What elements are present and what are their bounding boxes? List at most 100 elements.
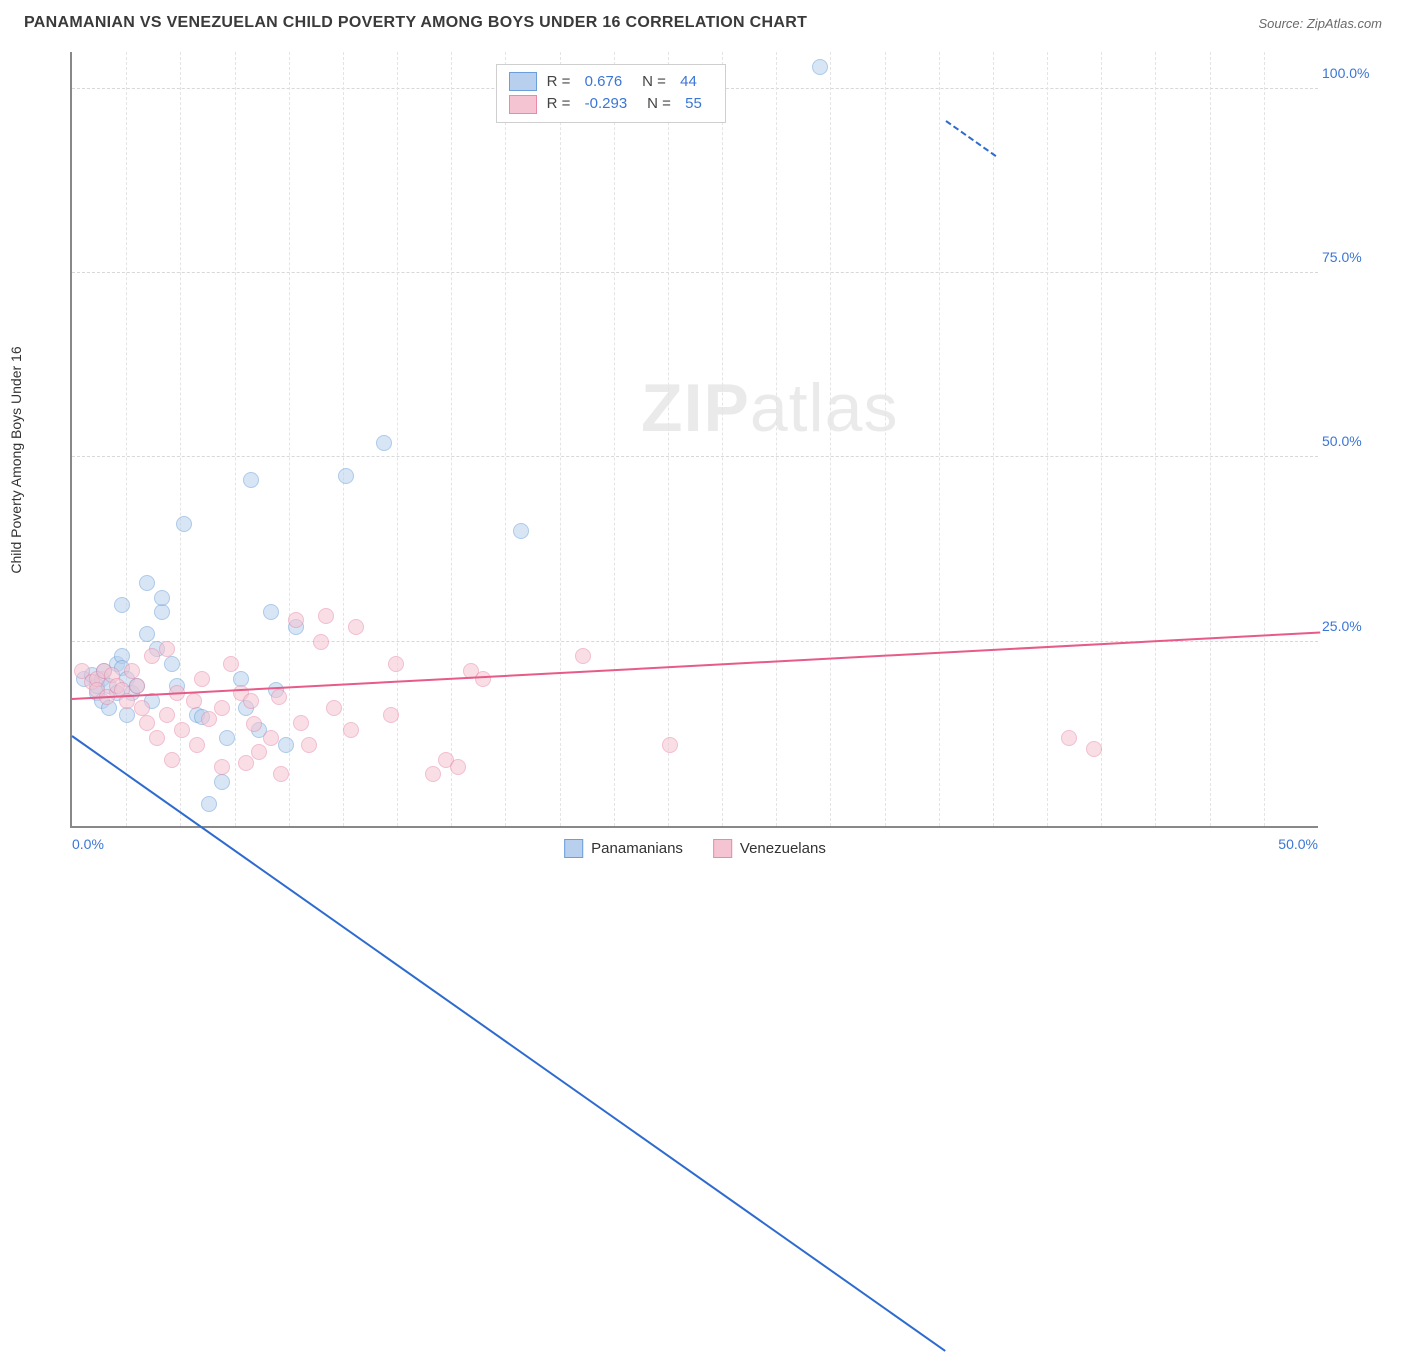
- scatter-point: [301, 737, 317, 753]
- scatter-point: [513, 523, 529, 539]
- gridline-v: [830, 52, 831, 826]
- y-tick-label: 25.0%: [1322, 618, 1374, 634]
- r-label: R =: [547, 71, 575, 94]
- watermark-rest: atlas: [750, 370, 899, 446]
- scatter-point: [186, 693, 202, 709]
- scatter-point: [263, 730, 279, 746]
- n-value: 44: [680, 71, 708, 94]
- gridline-h: [72, 456, 1318, 457]
- n-label: N =: [647, 93, 675, 116]
- scatter-point: [271, 689, 287, 705]
- gridline-v: [1101, 52, 1102, 826]
- scatter-point: [154, 604, 170, 620]
- gridline-v: [1155, 52, 1156, 826]
- scatter-point: [214, 759, 230, 775]
- gridline-v: [560, 52, 561, 826]
- scatter-point: [201, 711, 217, 727]
- scatter-point: [119, 707, 135, 723]
- legend-item: Venezuelans: [713, 839, 826, 858]
- watermark: ZIPatlas: [641, 369, 898, 447]
- scatter-point: [114, 597, 130, 613]
- legend-swatch: [509, 72, 537, 91]
- gridline-v: [451, 52, 452, 826]
- scatter-point: [383, 707, 399, 723]
- legend-row: R = 0.676 N = 44: [509, 71, 714, 94]
- scatter-point: [243, 693, 259, 709]
- legend-row: R = -0.293 N = 55: [509, 93, 714, 116]
- gridline-v: [614, 52, 615, 826]
- scatter-point: [288, 612, 304, 628]
- y-tick-label: 75.0%: [1322, 249, 1374, 265]
- watermark-bold: ZIP: [641, 370, 750, 446]
- legend-swatch: [509, 95, 537, 114]
- chart-title: PANAMANIAN VS VENEZUELAN CHILD POVERTY A…: [24, 14, 807, 32]
- scatter-point: [159, 707, 175, 723]
- n-label: N =: [642, 71, 670, 94]
- scatter-point: [223, 656, 239, 672]
- gridline-v: [1264, 52, 1265, 826]
- scatter-point: [139, 715, 155, 731]
- y-tick-label: 100.0%: [1322, 65, 1374, 81]
- scatter-point: [278, 737, 294, 753]
- series-legend: Panamanians Venezuelans: [564, 839, 826, 858]
- scatter-point: [243, 472, 259, 488]
- scatter-point: [388, 656, 404, 672]
- scatter-point: [129, 678, 145, 694]
- scatter-point: [343, 722, 359, 738]
- gridline-v: [1047, 52, 1048, 826]
- trendline: [945, 120, 996, 157]
- source-credit: Source: ZipAtlas.com: [1258, 16, 1382, 31]
- scatter-point: [1086, 741, 1102, 757]
- r-label: R =: [547, 93, 575, 116]
- scatter-point: [174, 722, 190, 738]
- legend-item: Panamanians: [564, 839, 683, 858]
- scatter-point: [662, 737, 678, 753]
- x-tick-label: 0.0%: [72, 836, 104, 852]
- scatter-point: [812, 59, 828, 75]
- trendline: [71, 736, 946, 1352]
- gridline-v: [289, 52, 290, 826]
- gridline-v: [993, 52, 994, 826]
- gridline-v: [235, 52, 236, 826]
- scatter-point: [139, 626, 155, 642]
- chart-container: Child Poverty Among Boys Under 16 ZIPatl…: [24, 46, 1382, 874]
- r-value: -0.293: [585, 93, 628, 116]
- scatter-point: [475, 671, 491, 687]
- y-axis-label: Child Poverty Among Boys Under 16: [8, 346, 24, 573]
- gridline-v: [180, 52, 181, 826]
- scatter-point: [1061, 730, 1077, 746]
- scatter-point: [189, 737, 205, 753]
- correlation-legend: R =0.676N =44R =-0.293N =55: [496, 64, 727, 123]
- gridline-v: [1210, 52, 1211, 826]
- scatter-point: [376, 435, 392, 451]
- scatter-point: [293, 715, 309, 731]
- scatter-point: [194, 671, 210, 687]
- scatter-point: [144, 648, 160, 664]
- scatter-point: [214, 700, 230, 716]
- scatter-point: [575, 648, 591, 664]
- scatter-point: [139, 575, 155, 591]
- scatter-point: [214, 774, 230, 790]
- scatter-point: [318, 608, 334, 624]
- gridline-v: [776, 52, 777, 826]
- scatter-point: [326, 700, 342, 716]
- scatter-point: [450, 759, 466, 775]
- scatter-point: [425, 766, 441, 782]
- scatter-point: [348, 619, 364, 635]
- gridline-v: [343, 52, 344, 826]
- scatter-point: [233, 671, 249, 687]
- scatter-point: [313, 634, 329, 650]
- legend-swatch: [713, 839, 732, 858]
- scatter-point: [124, 663, 140, 679]
- gridline-v: [505, 52, 506, 826]
- scatter-point: [164, 656, 180, 672]
- scatter-point: [263, 604, 279, 620]
- r-value: 0.676: [585, 71, 623, 94]
- scatter-point: [201, 796, 217, 812]
- gridline-v: [939, 52, 940, 826]
- scatter-point: [338, 468, 354, 484]
- legend-series-name: Venezuelans: [740, 840, 826, 857]
- scatter-point: [273, 766, 289, 782]
- y-tick-label: 50.0%: [1322, 433, 1374, 449]
- n-value: 55: [685, 93, 713, 116]
